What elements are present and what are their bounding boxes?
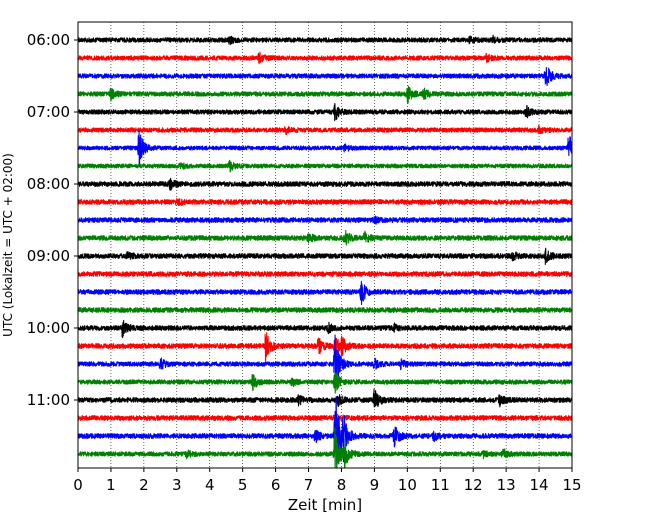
x-tick-label: 11 xyxy=(431,476,450,494)
seismogram-trace xyxy=(78,307,572,313)
seismogram-trace xyxy=(78,281,572,306)
y-tick-label: 06:00 xyxy=(27,31,70,49)
seismogram-trace xyxy=(78,229,572,246)
x-tick-label: 8 xyxy=(337,476,347,494)
x-tick-label: 4 xyxy=(205,476,215,494)
seismogram-trace xyxy=(78,372,572,394)
y-tick-label: 09:00 xyxy=(27,247,70,265)
seismogram-trace xyxy=(78,396,572,468)
x-tick-label: 9 xyxy=(370,476,380,494)
seismogram-trace xyxy=(78,177,572,191)
seismogram-trace xyxy=(78,124,572,135)
x-tick-label: 6 xyxy=(271,476,281,494)
plot-frame xyxy=(77,21,573,469)
x-tick-label: 14 xyxy=(530,476,549,494)
seismogram-trace xyxy=(78,66,572,86)
seismogram-trace xyxy=(78,334,572,388)
x-tick-label: 5 xyxy=(238,476,248,494)
seismogram-trace xyxy=(78,412,572,425)
x-tick-label: 10 xyxy=(398,476,417,494)
y-tick-label: 07:00 xyxy=(27,103,70,121)
seismogram-trace xyxy=(78,319,572,339)
x-tick-label: 15 xyxy=(562,476,581,494)
seismogram-trace xyxy=(78,388,572,408)
x-tick-label: 1 xyxy=(106,476,116,494)
x-tick-label: 13 xyxy=(497,476,516,494)
seismogram-trace xyxy=(78,197,572,207)
seismogram-trace xyxy=(78,271,572,277)
seismogram-trace xyxy=(78,159,572,173)
seismogram-trace xyxy=(78,130,572,166)
tick-layer: 0 1 2 3 4 5 6 7 8 9 10 11 12 13 14 1506:0007:0008:0009:… xyxy=(27,31,582,494)
seismogram-trace xyxy=(78,247,572,265)
seismogram-trace xyxy=(78,85,572,104)
seismogram-trace xyxy=(78,215,572,225)
x-axis-title: Zeit [min] xyxy=(288,496,362,514)
seismogram-trace xyxy=(78,102,572,122)
x-tick-label: 3 xyxy=(172,476,182,494)
x-tick-label: 2 xyxy=(139,476,149,494)
y-tick-label: 08:00 xyxy=(27,175,70,193)
trace-layer xyxy=(78,34,572,468)
seismogram-trace xyxy=(78,426,572,468)
y-axis-title: UTC (Lokalzeit = UTC + 02:00) xyxy=(1,153,15,337)
y-tick-label: 11:00 xyxy=(27,391,70,409)
x-tick-label: 12 xyxy=(464,476,483,494)
seismogram-trace xyxy=(78,332,572,363)
seismogram-trace xyxy=(78,34,572,46)
y-tick-label: 10:00 xyxy=(27,319,70,337)
x-tick-label: 0 xyxy=(73,476,83,494)
x-tick-label: 7 xyxy=(304,476,314,494)
seismogram-trace xyxy=(78,51,572,64)
